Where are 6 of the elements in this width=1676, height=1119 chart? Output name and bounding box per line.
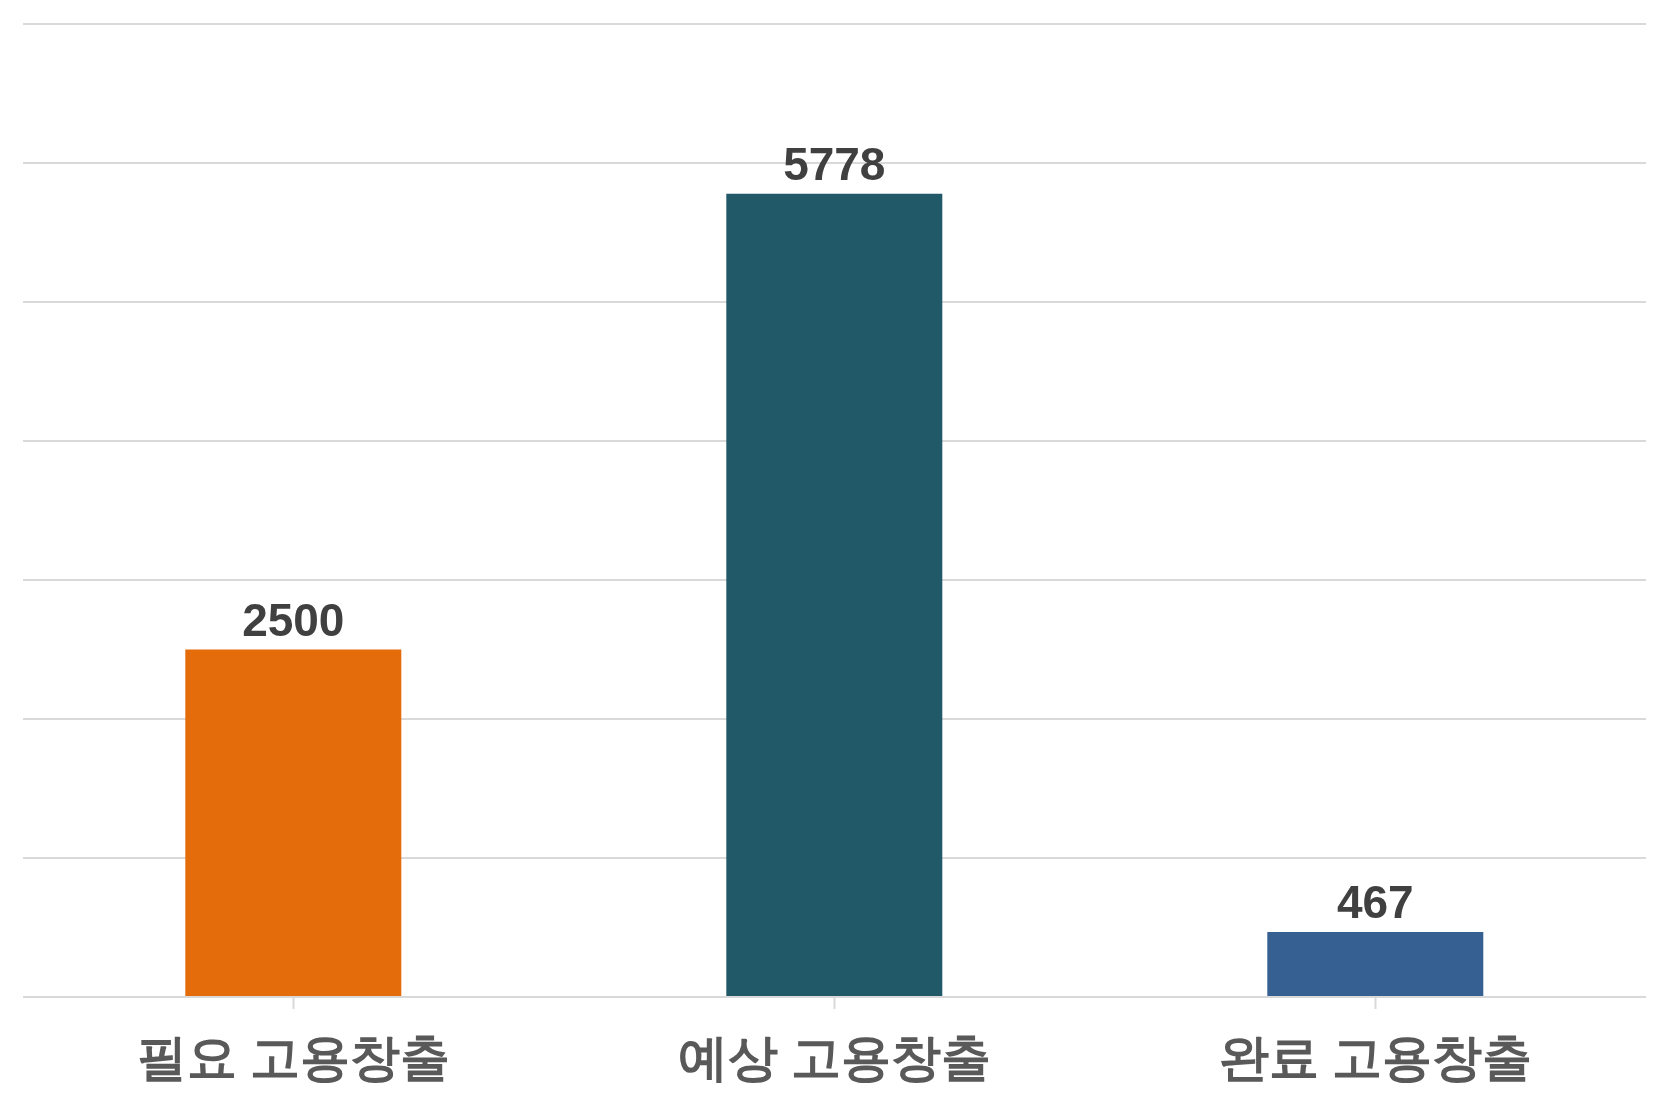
- x-tick-label: 예상 고용창출: [677, 1029, 992, 1086]
- data-label: 467: [1336, 876, 1414, 929]
- data-label: 5778: [783, 137, 886, 190]
- x-tick-label: 완료 고용창출: [1218, 1029, 1533, 1086]
- data-label: 2500: [242, 593, 345, 646]
- x-tick-label: 필요 고용창출: [136, 1029, 451, 1086]
